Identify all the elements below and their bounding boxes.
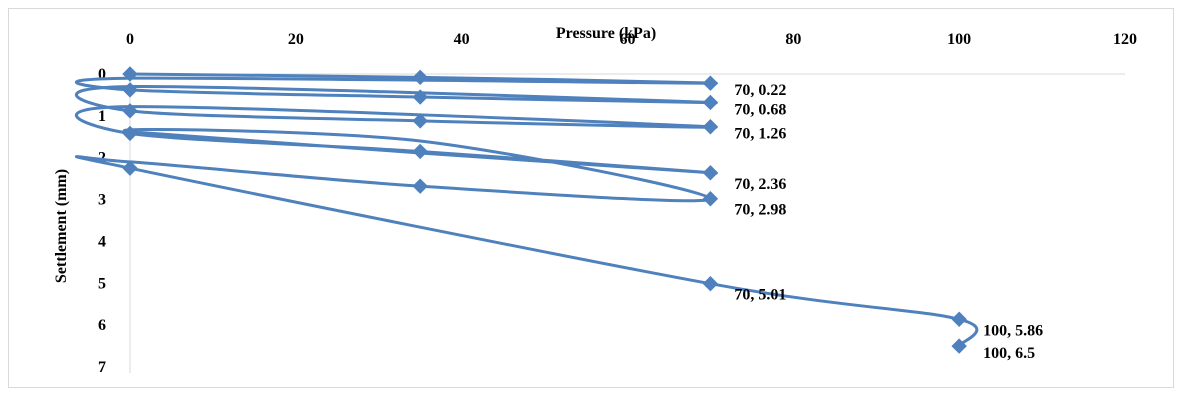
data-label: 70, 2.36 [734, 176, 786, 193]
series-line [74, 72, 979, 347]
data-label: 100, 5.86 [983, 322, 1043, 339]
data-point-marker [951, 338, 967, 354]
data-point-marker [702, 94, 719, 111]
data-label: 100, 6.5 [983, 345, 1035, 362]
x-tick-label: 20 [288, 31, 304, 48]
y-tick-label: 3 [98, 192, 106, 209]
x-axis-title: Pressure (kPa) [556, 25, 656, 42]
y-tick-label: 5 [98, 275, 106, 292]
data-point-marker [702, 165, 719, 181]
data-point-marker [122, 82, 138, 98]
data-label: 70, 0.68 [734, 101, 786, 118]
data-point-marker [702, 119, 719, 135]
data-point-marker [412, 89, 428, 105]
y-tick-label: 1 [98, 108, 106, 125]
data-point-marker [702, 75, 719, 91]
x-tick-label: 100 [947, 31, 971, 48]
y-tick-label: 6 [98, 317, 106, 334]
data-point-marker [412, 69, 428, 86]
x-tick-label: 120 [1113, 31, 1137, 48]
data-point-marker [702, 191, 719, 207]
data-label: 70, 1.26 [734, 126, 786, 143]
series-path [74, 72, 979, 347]
y-tick-label: 7 [98, 359, 106, 376]
x-tick-label: 0 [126, 31, 134, 48]
data-point-marker [412, 143, 428, 160]
y-axis-title: Settlement (mm) [53, 169, 70, 283]
data-label: 70, 2.98 [734, 202, 786, 219]
data-label: 70, 5.01 [734, 287, 786, 304]
x-tick-label: 40 [454, 31, 470, 48]
data-point-marker [702, 275, 719, 292]
x-tick-label: 60 [620, 31, 636, 48]
data-point-marker [122, 160, 138, 176]
markers [122, 66, 967, 354]
data-point-marker [412, 178, 428, 194]
data-point-marker [122, 66, 138, 82]
data-point-marker [951, 311, 967, 327]
data-point-marker [412, 113, 428, 129]
y-tick-label: 0 [98, 66, 106, 83]
x-tick-label: 80 [785, 31, 801, 48]
data-labels: 70, 0.22 70, 0.68 70, 1.26 70, 2.36 70, 2.98… [734, 82, 1043, 362]
y-tick-label: 4 [98, 233, 106, 250]
data-point-marker [122, 103, 138, 119]
data-point-marker [122, 125, 138, 142]
data-label: 70, 0.22 [734, 82, 786, 99]
